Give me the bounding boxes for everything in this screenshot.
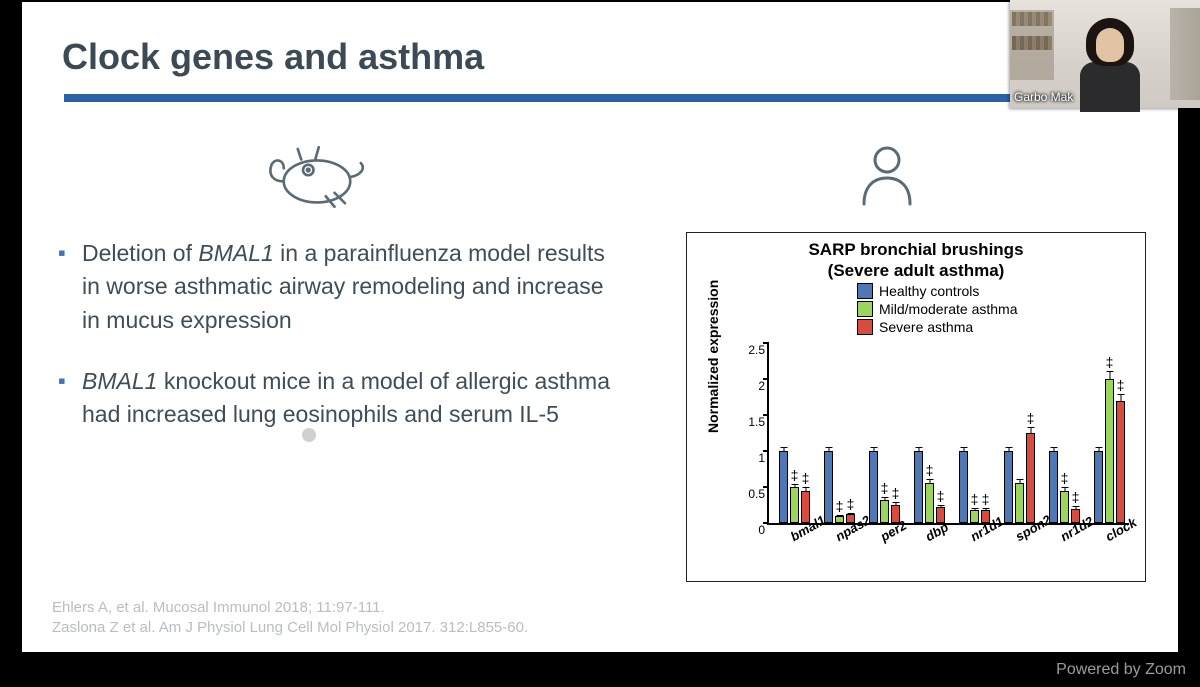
webcam-person — [1078, 18, 1142, 108]
significance-marker: ‡ — [1027, 410, 1035, 426]
legend-item: Severe asthma — [857, 319, 1018, 335]
bar-group — [1049, 451, 1080, 523]
significance-marker: ‡ — [1061, 470, 1069, 486]
legend-item: Mild/moderate asthma — [857, 301, 1018, 317]
bar — [925, 483, 934, 523]
bar — [914, 451, 923, 523]
ytick-label: 2 — [758, 379, 769, 393]
bar-group — [1004, 433, 1035, 523]
bar — [880, 500, 889, 523]
slide-frame: Clock genes and asthma CH — [22, 2, 1178, 652]
xtick-label: dbp — [922, 519, 950, 544]
chart-title: SARP bronchial brushings (Severe adult a… — [687, 239, 1145, 282]
legend-label: Healthy controls — [879, 283, 979, 299]
legend-swatch — [857, 283, 873, 299]
bar — [1094, 451, 1103, 523]
ytick-label: 2.5 — [748, 343, 769, 357]
sarp-bar-chart: SARP bronchial brushings (Severe adult a… — [686, 232, 1146, 582]
significance-marker: ‡ — [836, 498, 844, 514]
webcam-background — [1012, 36, 1052, 50]
zoom-watermark: Powered by Zoom — [1056, 661, 1186, 679]
bar — [835, 516, 844, 523]
cursor-indicator — [302, 428, 316, 442]
speaker-webcam[interactable]: Garbo Mak — [1010, 0, 1200, 108]
bar-group — [779, 451, 810, 523]
chart-title-line2: (Severe adult asthma) — [687, 260, 1145, 281]
bar — [1026, 433, 1035, 523]
bar — [790, 487, 799, 523]
bullet-list: Deletion of BMAL1 in a parainfluenza mod… — [54, 237, 624, 460]
significance-marker: ‡ — [937, 488, 945, 504]
ytick-label: 0 — [758, 523, 769, 537]
bullet-item: BMAL1 knockout mice in a model of allerg… — [54, 365, 624, 432]
bar — [1116, 401, 1125, 523]
title-underline — [64, 94, 1064, 102]
significance-marker: ‡ — [1072, 489, 1080, 505]
significance-marker: ‡ — [892, 485, 900, 501]
bullet-text: Deletion of BMAL1 in a parainfluenza mod… — [82, 240, 605, 333]
bar — [779, 451, 788, 523]
legend-item: Healthy controls — [857, 283, 1018, 299]
bar — [869, 451, 878, 523]
reference-line: Ehlers A, et al. Mucosal Immunol 2018; 1… — [52, 598, 528, 618]
significance-marker: ‡ — [802, 470, 810, 486]
webcam-background — [1012, 12, 1052, 26]
webcam-background — [1170, 8, 1200, 100]
significance-marker: ‡ — [1117, 377, 1125, 393]
legend-label: Severe asthma — [879, 319, 973, 335]
significance-marker: ‡ — [847, 496, 855, 512]
legend-label: Mild/moderate asthma — [879, 301, 1018, 317]
chart-title-line1: SARP bronchial brushings — [687, 239, 1145, 260]
references: Ehlers A, et al. Mucosal Immunol 2018; 1… — [52, 598, 528, 639]
bar-group — [1094, 379, 1125, 523]
significance-marker: ‡ — [926, 462, 934, 478]
ytick-label: 1.5 — [748, 415, 769, 429]
ytick-label: 1 — [758, 451, 769, 465]
significance-marker: ‡ — [791, 467, 799, 483]
bar — [970, 510, 979, 523]
significance-marker: ‡ — [971, 491, 979, 507]
bar — [824, 451, 833, 523]
slide-title: Clock genes and asthma — [62, 36, 484, 78]
significance-marker: ‡ — [982, 491, 990, 507]
bar — [1004, 451, 1013, 523]
legend-swatch — [857, 319, 873, 335]
chart-legend: Healthy controls Mild/moderate asthma Se… — [857, 283, 1018, 337]
chart-ylabel: Normalized expression — [705, 280, 721, 433]
legend-swatch — [857, 301, 873, 317]
significance-marker: ‡ — [1106, 354, 1114, 370]
bar — [1060, 491, 1069, 523]
chart-plot-area: 00.511.522.5bmal1npas2per2dbpnr1d1spon2n… — [767, 343, 1129, 525]
significance-marker: ‡ — [881, 480, 889, 496]
reference-line: Zaslona Z et al. Am J Physiol Lung Cell … — [52, 618, 528, 638]
mouse-icon — [262, 142, 372, 212]
bar — [959, 451, 968, 523]
ytick-label: 0.5 — [748, 487, 769, 501]
person-icon — [852, 142, 922, 212]
bullet-text: BMAL1 knockout mice in a model of allerg… — [82, 368, 610, 427]
title-block: Clock genes and asthma — [62, 36, 484, 78]
bar — [1015, 483, 1024, 523]
bar — [1105, 379, 1114, 523]
speaker-name-label: Garbo Mak — [1014, 90, 1073, 104]
bar-group — [959, 451, 990, 523]
bullet-item: Deletion of BMAL1 in a parainfluenza mod… — [54, 237, 624, 337]
bar — [1049, 451, 1058, 523]
